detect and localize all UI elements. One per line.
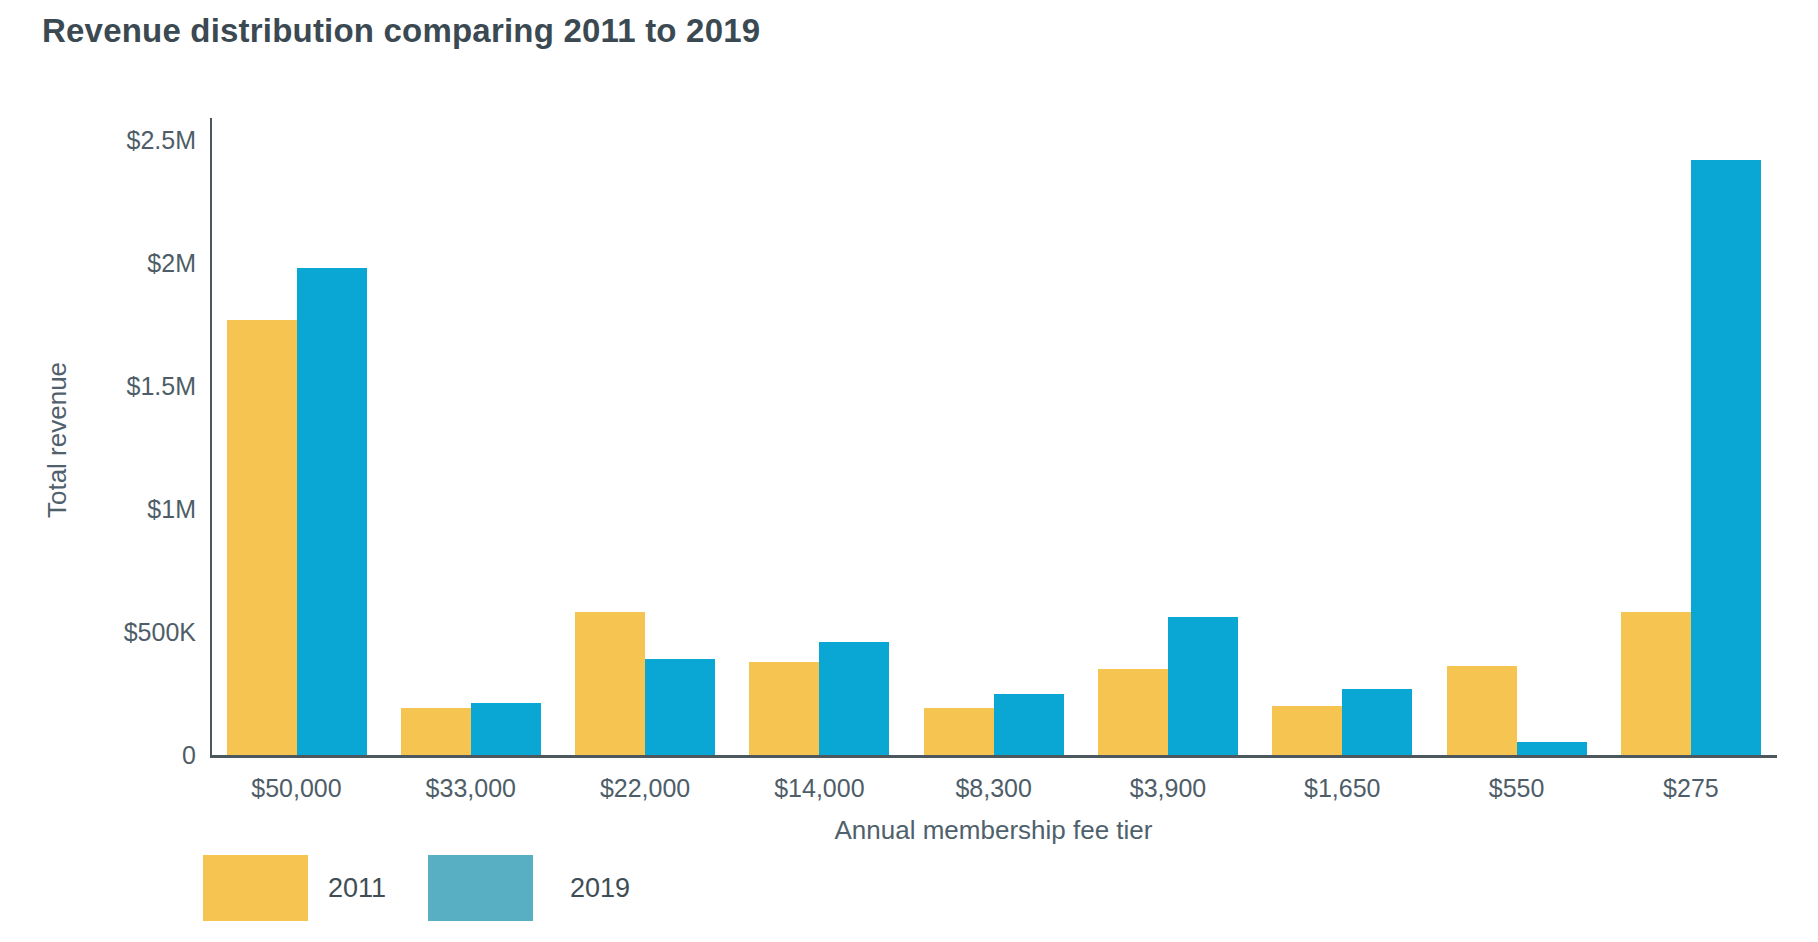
y-tick-label: 0	[0, 741, 196, 770]
bar-2011	[1272, 706, 1342, 755]
bar-2019	[1517, 742, 1587, 756]
plot-area	[210, 118, 1777, 758]
legend-swatch-2011	[203, 855, 308, 921]
x-tick-label: $22,000	[557, 774, 733, 803]
x-tick-label: $275	[1603, 774, 1779, 803]
chart-container: Revenue distribution comparing 2011 to 2…	[0, 0, 1818, 942]
chart-title: Revenue distribution comparing 2011 to 2…	[42, 12, 760, 50]
legend-label-2019: 2019	[570, 855, 630, 921]
bar-2011	[924, 708, 994, 755]
bar-2019	[994, 694, 1064, 756]
y-tick-label: $2.5M	[0, 126, 196, 155]
x-tick-label: $8,300	[906, 774, 1082, 803]
y-tick-label: $1M	[0, 495, 196, 524]
x-tick-label: $50,000	[209, 774, 385, 803]
bar-2019	[297, 268, 367, 755]
x-tick-label: $14,000	[731, 774, 907, 803]
bar-2019	[1691, 160, 1761, 755]
y-tick-label: $500K	[0, 618, 196, 647]
bar-2019	[471, 703, 541, 755]
y-tick-label: $1.5M	[0, 372, 196, 401]
bar-2011	[401, 708, 471, 755]
bar-2011	[1621, 612, 1691, 755]
x-tick-label: $33,000	[383, 774, 559, 803]
legend-label-2011: 2011	[328, 855, 386, 921]
x-tick-label: $1,650	[1254, 774, 1430, 803]
bar-2011	[749, 662, 819, 756]
y-tick-label: $2M	[0, 249, 196, 278]
bar-2019	[645, 659, 715, 755]
bar-2019	[819, 642, 889, 755]
bar-2019	[1342, 689, 1412, 755]
x-tick-label: $3,900	[1080, 774, 1256, 803]
bar-2011	[1098, 669, 1168, 755]
x-tick-label: $550	[1429, 774, 1605, 803]
bar-2019	[1168, 617, 1238, 755]
x-axis-title: Annual membership fee tier	[210, 815, 1777, 846]
legend-swatch-2019	[428, 855, 533, 921]
bar-2011	[227, 320, 297, 755]
bar-2011	[1447, 666, 1517, 755]
bar-2011	[575, 612, 645, 755]
